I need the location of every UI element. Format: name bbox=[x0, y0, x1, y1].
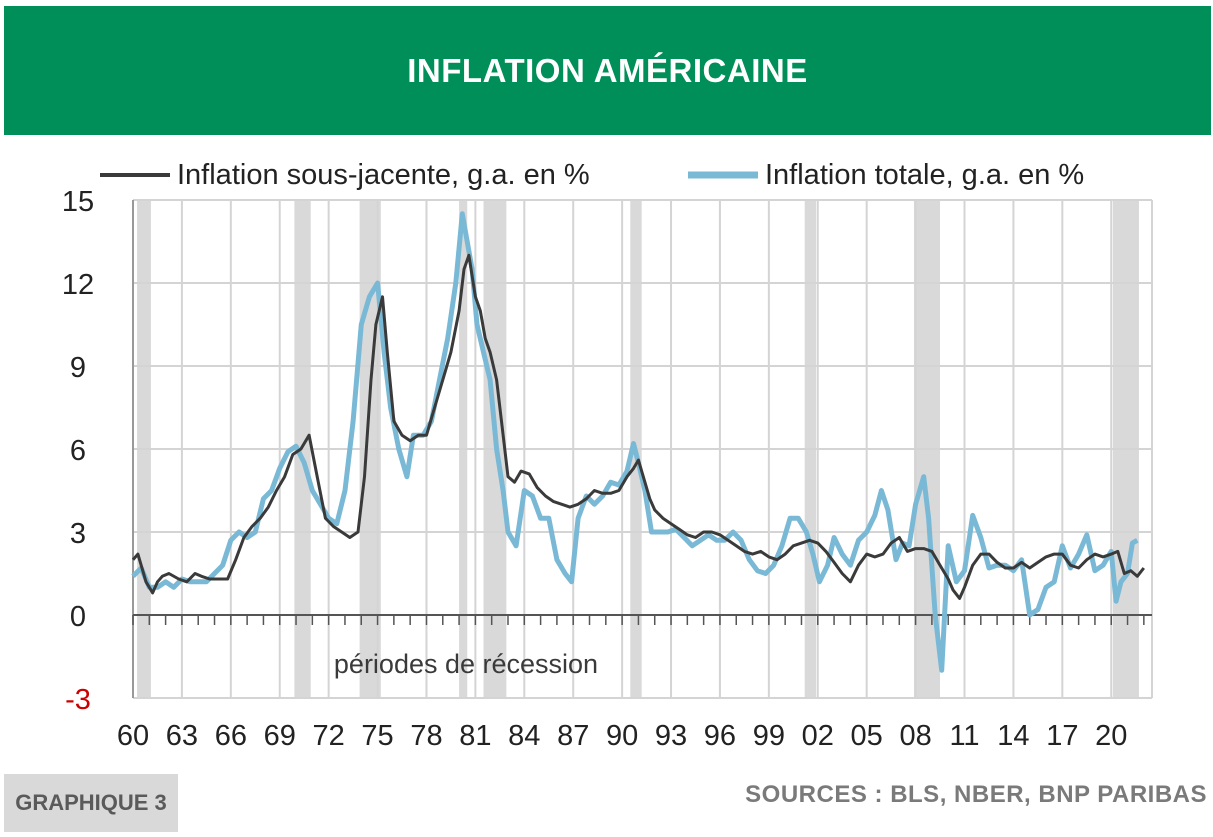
x-tick-label: 14 bbox=[997, 720, 1029, 752]
chart-number-label: GRAPHIQUE 3 bbox=[15, 790, 167, 815]
x-tick-label: 11 bbox=[949, 720, 979, 752]
legend-label-total: Inflation totale, g.a. en % bbox=[765, 159, 1084, 191]
chart-title-banner: INFLATION AMÉRICAINE bbox=[4, 6, 1211, 135]
legend-label-core: Inflation sous-jacente, g.a. en % bbox=[177, 159, 590, 191]
y-tick-label: -3 bbox=[65, 684, 91, 716]
y-tick-label: 0 bbox=[70, 601, 86, 633]
x-tick-label: 08 bbox=[899, 720, 931, 752]
y-tick-label: 12 bbox=[62, 269, 94, 301]
x-tick-label: 81 bbox=[459, 720, 491, 752]
chart-title: INFLATION AMÉRICAINE bbox=[407, 51, 808, 89]
x-tick-label: 60 bbox=[117, 720, 149, 752]
recession-annotation: périodes de récession bbox=[334, 649, 598, 679]
grid bbox=[132, 199, 1153, 699]
x-tick-label: 90 bbox=[606, 720, 638, 752]
x-tick-label: 72 bbox=[313, 720, 345, 752]
chart-number-tag: GRAPHIQUE 3 bbox=[4, 774, 178, 832]
series bbox=[131, 211, 1145, 673]
legend: Inflation sous-jacente, g.a. en % Inflati… bbox=[100, 159, 1084, 191]
y-tick-label: 15 bbox=[62, 186, 94, 218]
y-tick-label: 6 bbox=[70, 435, 86, 467]
x-tick-label: 02 bbox=[802, 720, 834, 752]
sources-note: SOURCES : BLS, NBER, BNP PARIBAS bbox=[745, 781, 1207, 808]
x-tick-label: 75 bbox=[361, 720, 393, 752]
x-tick-label: 05 bbox=[851, 720, 883, 752]
x-tick-label: 99 bbox=[753, 720, 785, 752]
y-tick-label: 3 bbox=[70, 518, 86, 550]
x-tick-label: 63 bbox=[166, 720, 198, 752]
x-tick-label: 96 bbox=[704, 720, 736, 752]
x-tick-label: 66 bbox=[215, 720, 247, 752]
x-tick-label: 17 bbox=[1046, 720, 1078, 752]
x-tick-label: 78 bbox=[410, 720, 442, 752]
y-tick-label: 9 bbox=[70, 352, 86, 384]
x-tick-label: 69 bbox=[264, 720, 296, 752]
x-tick-label: 20 bbox=[1095, 720, 1127, 752]
core-inflation-line bbox=[131, 253, 1145, 600]
x-tick-label: 84 bbox=[508, 720, 540, 752]
x-tick-label: 93 bbox=[655, 720, 687, 752]
x-tick-label: 87 bbox=[557, 720, 589, 752]
